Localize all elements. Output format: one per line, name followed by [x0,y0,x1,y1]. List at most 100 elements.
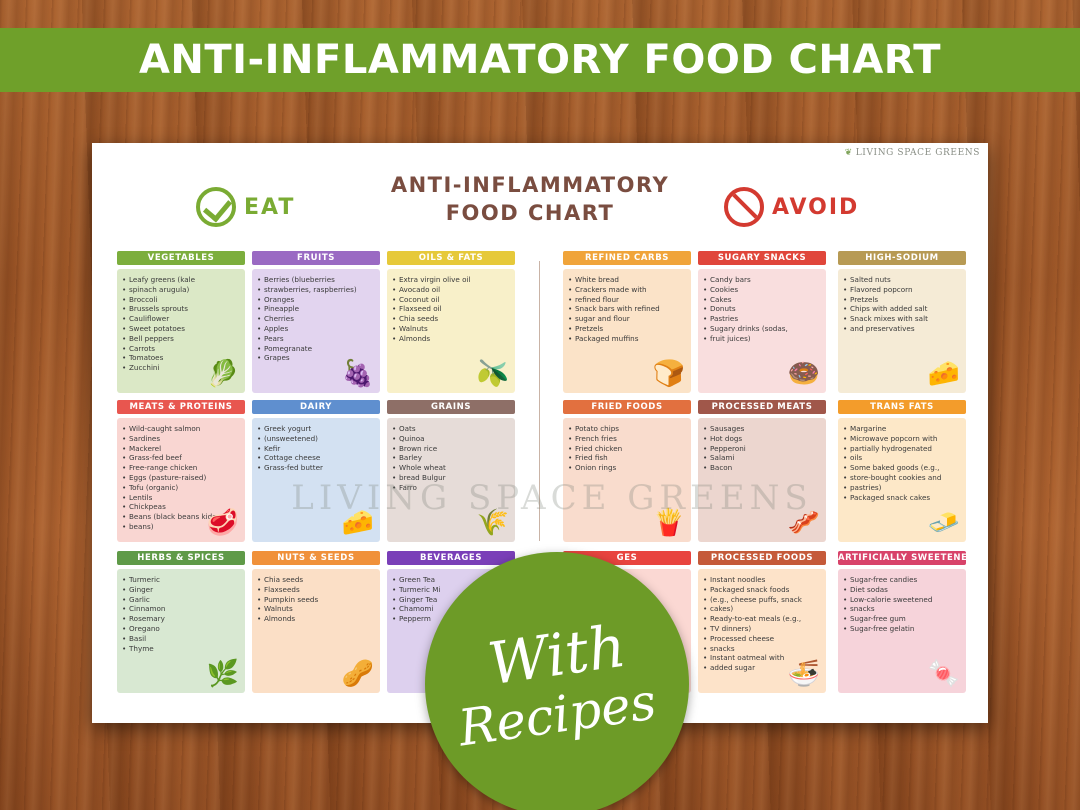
list-item: Bell peppers [122,334,240,344]
category-box: Potato chipsFrench friesFried chickenFri… [563,418,691,542]
list-item: Microwave popcorn with [843,434,961,444]
list-item: fruit juices) [703,334,821,344]
list-item: (e.g., cheese puffs, snack [703,595,821,605]
list-item: Grass-fed beef [122,453,240,463]
berries-icon: 🍇 [341,359,374,389]
category-label: HERBS & SPICES [117,551,245,565]
category-dairy: DAIRY Greek yogurt(unsweetened)KefirCotta… [252,400,380,542]
category-list: OatsQuinoaBrown riceBarleyWhole wheatbre… [392,424,510,493]
list-item: Potato chips [568,424,686,434]
category-label: GRAINS [387,400,515,414]
category-sugary-snacks: SUGARY SNACKS Candy barsCookiesCakesDonut… [698,251,826,393]
list-item: Broccoli [122,295,240,305]
list-item: Margarine [843,424,961,434]
list-item: Chickpeas [122,502,240,512]
category-list: Candy barsCookiesCakesDonutsPastriesSuga… [703,275,821,344]
category-label: FRIED FOODS [563,400,691,414]
milk-cheese-icon: 🧀 [341,508,374,538]
list-item: Oregano [122,624,240,634]
list-item: Some baked goods (e.g., [843,463,961,473]
list-item: Basil [122,634,240,644]
category-list: Extra virgin olive oilAvocado oilCoconut… [392,275,510,344]
list-item: Thyme [122,644,240,654]
list-item: strawberries, raspberries) [257,285,375,295]
list-item: Wild-caught salmon [122,424,240,434]
category-refined-carbs: REFINED CARBS White breadCrackers made wi… [563,251,691,393]
noodles-icon: 🍜 [787,659,820,689]
list-item: Oranges [257,295,375,305]
eat-heading: EAT [196,186,295,228]
list-item: Sugar-free gelatin [843,624,961,634]
list-item: Sweet potatoes [122,324,240,334]
category-box: SausagesHot dogsPepperoniSalamiBacon 🥓 [698,418,826,542]
sheet-title-line1: ANTI-INFLAMMATORY [390,173,670,197]
list-item: Turmeric [122,575,240,585]
list-item: Onion rings [568,463,686,473]
with-recipes-badge: With Recipes [425,552,689,810]
check-circle-icon [196,187,236,227]
list-item: Snack mixes with salt [843,314,961,324]
vegetable-basket-icon: 🥬 [206,359,239,389]
avoid-heading: AVOID [724,186,859,228]
list-item: Extra virgin olive oil [392,275,510,285]
list-item: Tomatoes [122,353,240,363]
category-box: Chia seedsFlaxseedsPumpkin seedsWalnutsA… [252,569,380,693]
list-item: Ginger Tea [392,595,510,605]
list-item: store-bought cookies and [843,473,961,483]
list-item: Cherries [257,314,375,324]
list-item: Instant oatmeal with [703,653,821,663]
list-item: spinach arugula) [122,285,240,295]
list-item: Grapes [257,353,375,363]
list-item: Oats [392,424,510,434]
category-box: Wild-caught salmonSardinesMackerelGrass-… [117,418,245,542]
list-item: Sardines [122,434,240,444]
category-vegetables: VEGETABLES Leafy greens (kalespinach arug… [117,251,245,393]
list-item: Snack bars with refined [568,304,686,314]
eat-label: EAT [244,194,296,220]
sheet-title-line2: FOOD CHART [445,201,615,225]
category-label: HIGH-SODIUM [838,251,966,265]
list-item: Pretzels [568,324,686,334]
list-item: Walnuts [257,604,375,614]
list-item: Fried chicken [568,444,686,454]
list-item: Free-range chicken [122,463,240,473]
category-label: REFINED CARBS [563,251,691,265]
category-list: Wild-caught salmonSardinesMackerelGrass-… [122,424,240,532]
list-item: added sugar [703,663,821,673]
category-box: Candy barsCookiesCakesDonutsPastriesSuga… [698,269,826,393]
eat-avoid-divider [539,261,540,541]
category-fried-foods: FRIED FOODS Potato chipsFrench friesFried… [563,400,691,542]
list-item: Greek yogurt [257,424,375,434]
list-item: Berries (blueberries [257,275,375,285]
title-banner: ANTI-INFLAMMATORY FOOD CHART [0,28,1080,92]
list-item: beans) [122,522,240,532]
list-item: Cookies [703,285,821,295]
category-list: SausagesHot dogsPepperoniSalamiBacon [703,424,821,473]
category-high-sodium: HIGH-SODIUM Salted nutsFlavored popcornPr… [838,251,966,393]
list-item: Mackerel [122,444,240,454]
leaf-icon: ❦ [844,148,853,158]
list-item: Grass-fed butter [257,463,375,473]
bread-icon: 🍞 [652,359,685,389]
list-item: Packaged snack cakes [843,493,961,503]
list-item: Cinnamon [122,604,240,614]
category-fruits: FRUITS Berries (blueberriesstrawberries, … [252,251,380,393]
list-item: Farro [392,483,510,493]
food-chart-sheet: ❦ LIVING SPACE GREENS ANTI-INFLAMMATORY F… [92,143,988,723]
list-item: Chamomi [392,604,510,614]
category-box: TurmericGingerGarlicCinnamonRosemaryOreg… [117,569,245,693]
category-label: NUTS & SEEDS [252,551,380,565]
list-item: and preservatives [843,324,961,334]
category-list: TurmericGingerGarlicCinnamonRosemaryOreg… [122,575,240,653]
list-item: Cauliflower [122,314,240,324]
list-item: Walnuts [392,324,510,334]
list-item: oils [843,453,961,463]
list-item: Chia seeds [392,314,510,324]
chips-icon: 🧀 [927,359,960,389]
list-item: Sugar-free candies [843,575,961,585]
prohibited-icon [724,187,764,227]
list-item: Hot dogs [703,434,821,444]
list-item: Chips with added salt [843,304,961,314]
category-list: Sugar-free candiesDiet sodasLow-calorie … [843,575,961,634]
list-item: Coconut oil [392,295,510,305]
